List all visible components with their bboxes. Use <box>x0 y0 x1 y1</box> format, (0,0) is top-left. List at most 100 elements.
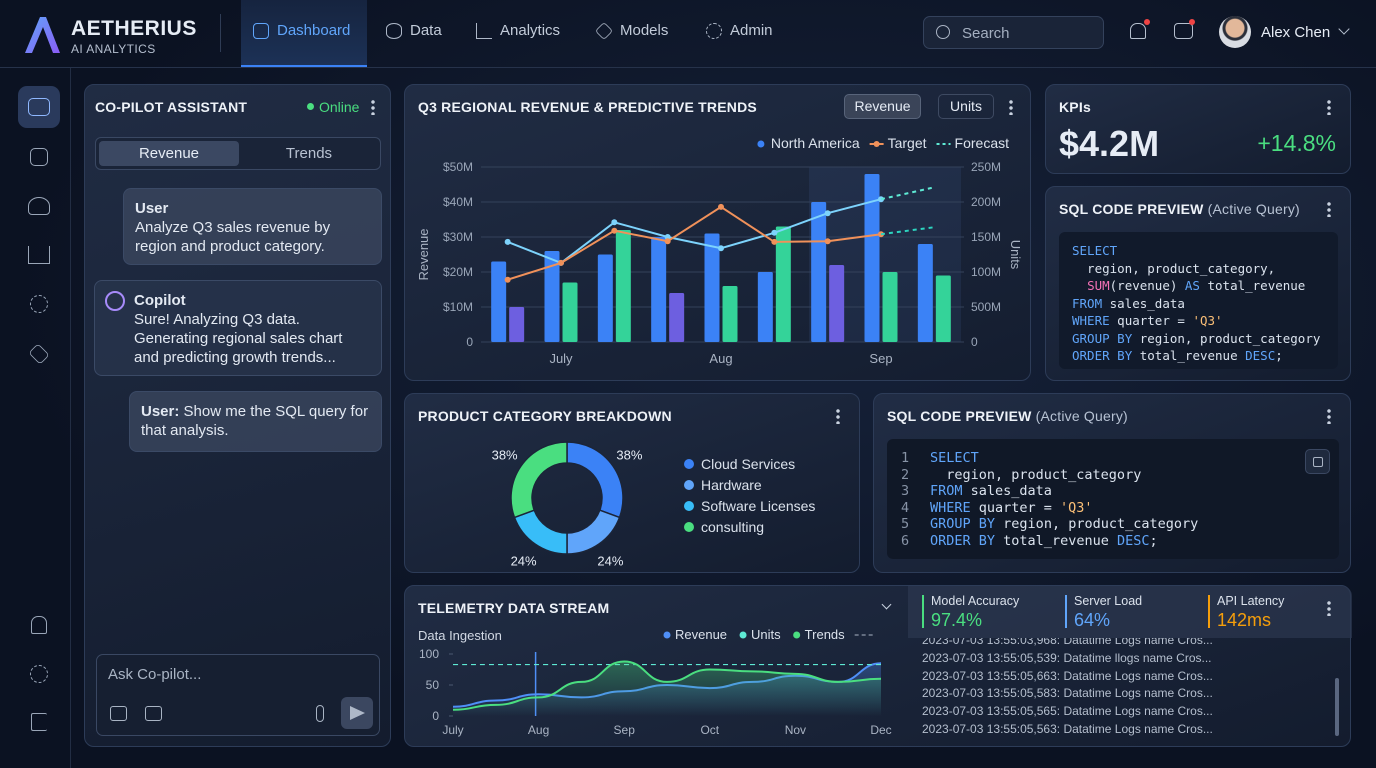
add-icon[interactable] <box>145 706 162 721</box>
y2-tick-label: 150M <box>971 230 1001 244</box>
menu[interactable] <box>1327 99 1331 115</box>
code-line: SUM(revenue) AS total_revenue <box>1087 278 1306 293</box>
toggle[interactable]: Revenue <box>844 94 921 119</box>
menu[interactable] <box>1327 201 1331 217</box>
legend-marker <box>663 631 671 639</box>
message: Copilot Sure! Analyzing Q3 data. Generati… <box>94 280 382 376</box>
point <box>558 259 564 266</box>
bar <box>917 244 933 342</box>
menu[interactable] <box>1327 408 1331 424</box>
bar <box>704 233 720 342</box>
y-tick-label: $20M <box>443 265 473 279</box>
nav-active-bg <box>241 0 367 67</box>
divider <box>220 14 221 52</box>
point <box>611 219 618 226</box>
code-line: SELECT <box>930 450 979 466</box>
sender: Copilot <box>134 292 186 309</box>
menu[interactable] <box>1009 99 1013 115</box>
bar <box>615 230 631 342</box>
bar <box>757 272 773 342</box>
metric-value: 64% <box>1074 610 1111 630</box>
telemetry-panel: TELEMETRY DATA STREAM Data Ingestion 0 50… <box>404 585 1352 747</box>
panel-title: CO-PILOT ASSISTANT <box>95 99 248 115</box>
chat-input[interactable]: Ask Co-pilot... <box>96 654 380 736</box>
sidebar-icon[interactable] <box>30 295 48 313</box>
header-border <box>0 67 1376 68</box>
point <box>824 210 831 217</box>
code-line: region, product_category, <box>1072 260 1276 276</box>
nav-item[interactable]: Dashboard <box>253 22 350 39</box>
nav-item[interactable]: Models <box>594 21 668 40</box>
telemetry-chart: 0 50 100 July Aug Sep Oct Nov Dec Revenue Units Tre… <box>419 627 892 737</box>
search-icon <box>936 25 950 39</box>
sidebar-icon[interactable] <box>31 616 47 634</box>
nav-item[interactable]: Data <box>386 22 442 39</box>
badge <box>1144 19 1150 25</box>
legend-label: Units <box>751 627 781 642</box>
menu[interactable] <box>836 408 840 424</box>
metric-label: API Latency <box>1217 594 1285 608</box>
sidebar-icon[interactable] <box>31 713 47 731</box>
sidebar-icon[interactable] <box>28 343 50 365</box>
user-name[interactable]: Alex Chen <box>1261 24 1331 41</box>
metrics-bar <box>908 586 1352 638</box>
tab[interactable]: Trends <box>285 145 333 162</box>
kpi-panel: KPIs $4.2M +14.8% <box>1045 84 1351 174</box>
code-line: FROM sales_data <box>930 483 1052 499</box>
metric-value: 142ms <box>1217 610 1272 630</box>
bar <box>562 282 578 342</box>
image-icon[interactable] <box>110 706 127 721</box>
send-button[interactable] <box>341 697 373 729</box>
nav-label: Data <box>410 22 442 39</box>
copy-button[interactable] <box>1305 449 1330 474</box>
sidebar-icon[interactable] <box>30 148 48 166</box>
bell-icon[interactable] <box>1130 23 1146 39</box>
code-line: SELECT <box>1072 243 1118 258</box>
log-line: 2023-07-03 13:55:03,968: Datatime Logs n… <box>922 638 1213 647</box>
log-viewport: 2023-07-03 13:55:03,968: Datatime Logs n… <box>908 638 1328 738</box>
avatar[interactable] <box>1219 16 1251 48</box>
scrollbar[interactable] <box>1335 678 1339 736</box>
nav-item[interactable]: Admin <box>706 22 773 39</box>
line-number: 2 <box>901 466 910 483</box>
search-box[interactable]: Search <box>923 16 1104 49</box>
code-line: FROM sales_data <box>1072 295 1185 311</box>
donut-segment <box>513 509 568 555</box>
tagline: AI ANALYTICS <box>71 42 156 56</box>
legend-marker <box>684 480 694 490</box>
log-line: 2023-07-03 13:55:05,539: Datatime llogs … <box>922 650 1212 665</box>
code-line: WHERE quarter = 'Q3' <box>930 499 1093 516</box>
point <box>611 227 618 234</box>
data-label: 38% <box>616 448 642 463</box>
nav-item[interactable]: Analytics <box>476 22 560 39</box>
menu[interactable] <box>371 99 375 115</box>
point <box>504 276 511 283</box>
legend-marker <box>739 631 747 639</box>
metrics: Model Accuracy 97.4% Server Load 64% API Lat… <box>908 586 1352 638</box>
panel-subtitle: (Active Query) <box>1035 408 1128 424</box>
sidebar-icon[interactable] <box>28 197 50 215</box>
sidebar-active <box>18 86 60 128</box>
panel-subtitle: (Active Query) <box>1207 201 1300 217</box>
sidebar-icon[interactable] <box>28 246 50 264</box>
chat-icon[interactable] <box>1174 23 1193 39</box>
data-label: 24% <box>511 553 537 568</box>
sidebar-icon[interactable] <box>30 665 48 683</box>
sidebar-icon[interactable] <box>28 98 50 116</box>
panel-title: Q3 REGIONAL REVENUE & PREDICTIVE TRENDS <box>418 99 757 115</box>
chevron[interactable] <box>1338 23 1350 35</box>
toggle[interactable]: Units <box>938 94 994 119</box>
y2-tick-label: 250M <box>971 160 1001 174</box>
legend-label: Forecast <box>955 135 1010 151</box>
attach-icon[interactable] <box>316 705 324 722</box>
search-placeholder: Search <box>962 25 1010 42</box>
menu[interactable] <box>1327 600 1331 616</box>
legend-label: North America <box>771 135 860 151</box>
status: Online <box>319 99 360 115</box>
tab[interactable]: Revenue <box>138 145 200 162</box>
panel-title: PRODUCT CATEGORY BREAKDOWN <box>418 408 672 424</box>
nav-label: Admin <box>730 22 773 39</box>
revenue-panel: Q3 REGIONAL REVENUE & PREDICTIVE TRENDS … <box>404 84 1031 381</box>
